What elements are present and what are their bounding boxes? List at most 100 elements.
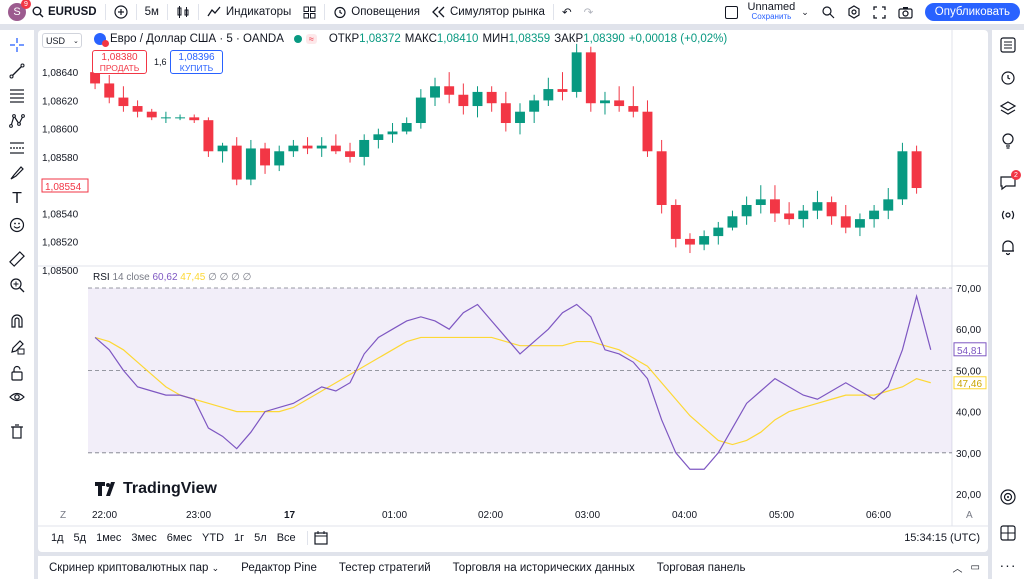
chart-panel[interactable]: 1,086401,086201,086001,085801,085601,085… <box>38 30 988 552</box>
sell-button[interactable]: 1,08380 ПРОДАТЬ <box>92 50 147 74</box>
snapshot-button[interactable] <box>892 0 919 24</box>
candle-body <box>600 100 610 104</box>
redo-icon: ↷ <box>583 7 594 19</box>
logo-text: TradingView <box>123 480 217 497</box>
rsi-tag: 54,81 <box>957 346 982 357</box>
compare-symbol-button[interactable] <box>108 0 134 24</box>
time-tick: 03:00 <box>575 510 600 521</box>
tf-all[interactable]: Все <box>276 532 296 544</box>
layout-save-button[interactable]: Unnamed Сохранить ⌄ <box>719 0 815 24</box>
alarm-icon[interactable] <box>999 68 1017 86</box>
undo-button[interactable]: ↶ <box>556 0 578 24</box>
chart-canvas[interactable]: 1,086401,086201,086001,085801,085601,085… <box>38 30 988 552</box>
candle-body <box>444 86 455 95</box>
chat-badge: 2 <box>1011 170 1021 180</box>
price-tag-box <box>41 178 89 193</box>
pattern-icon[interactable] <box>8 112 26 130</box>
indicators-button[interactable]: Индикаторы <box>201 0 297 24</box>
rsi-extra: ∅ ∅ ∅ ∅ <box>208 272 252 283</box>
lock-icon[interactable] <box>8 364 26 382</box>
candle-body <box>373 134 384 140</box>
tab-trading-panel[interactable]: Торговая панель <box>656 561 746 574</box>
undo-icon: ↶ <box>561 7 572 19</box>
candle-body <box>203 120 214 152</box>
open-value: 1,08372 <box>359 33 401 45</box>
candle-body <box>302 145 313 149</box>
quick-search-button[interactable] <box>815 0 841 24</box>
tf-6m[interactable]: 6мес <box>166 532 193 544</box>
time-tick: 02:00 <box>478 510 503 521</box>
calendar-range-icon[interactable] <box>314 531 328 545</box>
clock[interactable]: 15:34:15 (UTC) <box>904 532 980 544</box>
settings-button[interactable] <box>841 0 867 24</box>
layers-icon[interactable] <box>999 100 1017 118</box>
zoom-in-icon[interactable] <box>8 276 26 294</box>
candle-body <box>571 52 582 92</box>
tf-3m[interactable]: 3мес <box>131 532 157 544</box>
help-icon[interactable] <box>999 524 1017 542</box>
price-tick: 1,08640 <box>42 68 79 79</box>
target-icon[interactable] <box>999 488 1017 506</box>
tab-label: Скринер криптовалютных пар <box>49 561 209 574</box>
more-icon[interactable]: ··· <box>999 557 1017 573</box>
text-tool-icon[interactable]: T <box>12 190 22 207</box>
tab-replay-trading[interactable]: Торговля на исторических данных <box>452 561 635 574</box>
tab-crypto-screener[interactable]: Скринер криптовалютных пар ⌄ <box>38 562 230 574</box>
currency-label: USD <box>46 35 66 46</box>
candle-body <box>798 210 809 220</box>
watchlist-icon[interactable] <box>999 36 1017 54</box>
symbol-search-button[interactable]: EURUSD <box>26 0 103 24</box>
bell-icon[interactable] <box>999 238 1017 256</box>
trend-line-icon[interactable] <box>8 62 26 80</box>
tf-1m[interactable]: 1мес <box>96 532 122 544</box>
lightbulb-icon[interactable] <box>999 132 1017 150</box>
wave-icon: ≈ <box>305 34 317 44</box>
layouts-button[interactable] <box>297 0 322 24</box>
right-widget-bar: 2 ··· <box>992 30 1024 579</box>
candle-body <box>883 199 894 211</box>
tf-5y[interactable]: 5л <box>254 532 267 544</box>
candle-body <box>401 123 412 132</box>
brush-icon[interactable] <box>8 164 26 182</box>
maximize-icon[interactable]: ▭ <box>970 562 980 573</box>
fib-retracement-icon[interactable] <box>8 138 26 156</box>
fullscreen-button[interactable] <box>867 0 892 24</box>
trash-icon[interactable] <box>8 422 26 440</box>
tf-ytd[interactable]: YTD <box>202 532 225 544</box>
high-label: МАКС <box>404 33 437 45</box>
candle-body <box>430 86 440 98</box>
tab-pine-editor[interactable]: Редактор Pine <box>241 561 317 574</box>
candle-body <box>175 117 186 119</box>
candle-body <box>741 204 752 217</box>
tf-1y[interactable]: 1г <box>234 532 245 544</box>
interval-button[interactable]: 5м <box>144 6 159 18</box>
candle-body <box>656 151 667 205</box>
smiley-icon[interactable] <box>8 216 26 234</box>
chart-type-button[interactable] <box>170 0 196 24</box>
currency-selector[interactable]: USD ⌄ <box>42 33 82 48</box>
redo-button[interactable]: ↷ <box>578 0 600 24</box>
eye-icon[interactable] <box>8 388 26 406</box>
horizontal-lines-icon[interactable] <box>8 86 26 104</box>
plus-circle-icon <box>113 5 128 19</box>
rsi-legend: RSI 14 close 60,62 47,45 ∅ ∅ ∅ ∅ <box>93 272 251 283</box>
lock-pencil-icon[interactable] <box>8 338 26 356</box>
crosshair-icon[interactable] <box>8 36 26 54</box>
ruler-icon[interactable] <box>8 250 26 268</box>
series-legend: Евро / Доллар США · 5 · OANDA ≈ ОТКР 1,08… <box>94 33 731 47</box>
publish-button[interactable]: Опубликовать <box>924 3 1020 21</box>
broadcast-icon[interactable] <box>999 206 1017 224</box>
tf-5d[interactable]: 5д <box>73 532 87 544</box>
tab-strategy-tester[interactable]: Тестер стратегий <box>338 561 431 574</box>
divider <box>552 4 554 20</box>
collapse-icon[interactable]: ︿ <box>952 564 963 575</box>
rsi-ma-tag-box <box>953 376 987 390</box>
replay-button[interactable]: Симулятор рынка <box>426 0 551 24</box>
chat-icon[interactable]: 2 <box>999 170 1021 192</box>
candle-body <box>812 202 823 211</box>
magnet-icon[interactable] <box>8 312 26 330</box>
buy-button[interactable]: 1,08396 КУПИТЬ <box>170 50 223 74</box>
alerts-button[interactable]: Оповещения <box>327 0 426 24</box>
tf-1d[interactable]: 1д <box>51 532 64 544</box>
